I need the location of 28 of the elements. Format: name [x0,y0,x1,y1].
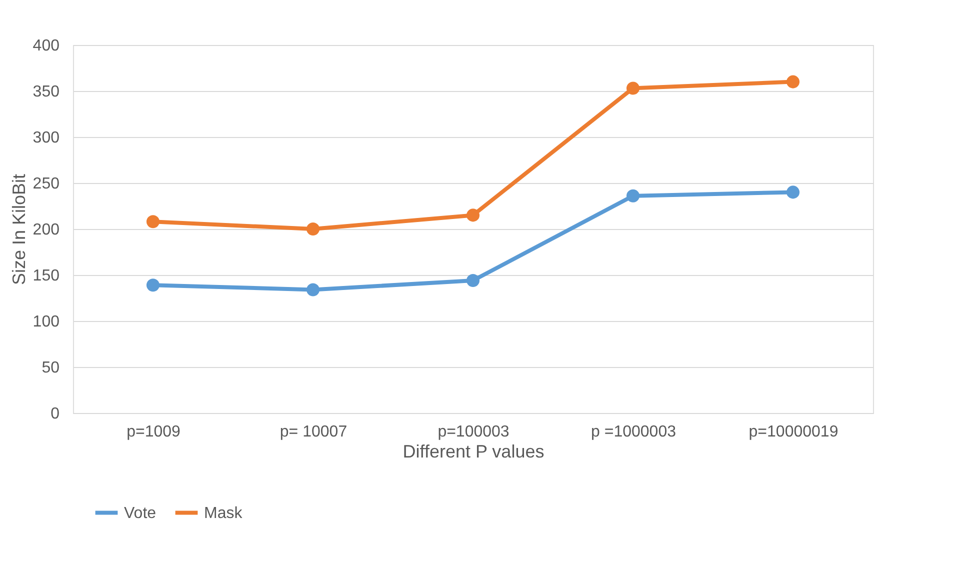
y-tick-label: 400 [32,38,60,54]
y-tick-label: 50 [42,360,60,376]
y-tick-label: 0 [50,406,60,422]
x-tick-label: p= 10007 [280,424,348,440]
y-tick-label: 350 [32,84,60,100]
point [626,82,640,95]
x-tick-label: p=1009 [126,424,181,440]
y-tick-label: 150 [32,268,60,284]
y-tick-label: 250 [32,176,60,192]
point [146,215,160,228]
y-axis-title: Size In KiloBit [8,174,29,286]
point [786,186,800,199]
legend-label: Mask [204,504,244,522]
y-tick-label: 200 [32,222,60,238]
point [466,274,480,288]
point [466,208,480,222]
point [306,222,320,236]
point [786,75,800,88]
x-tick-label: p=100003 [438,424,510,440]
point [146,278,160,292]
y-tick-label: 300 [32,130,60,146]
y-tick-label: 100 [32,314,60,330]
x-tick-label: p =1000003 [591,424,676,440]
x-tick-label: p=10000019 [748,424,838,440]
x-axis-title: Different P values [402,442,544,462]
point [626,189,640,202]
legend-label: Vote [124,504,156,522]
point [306,283,320,296]
